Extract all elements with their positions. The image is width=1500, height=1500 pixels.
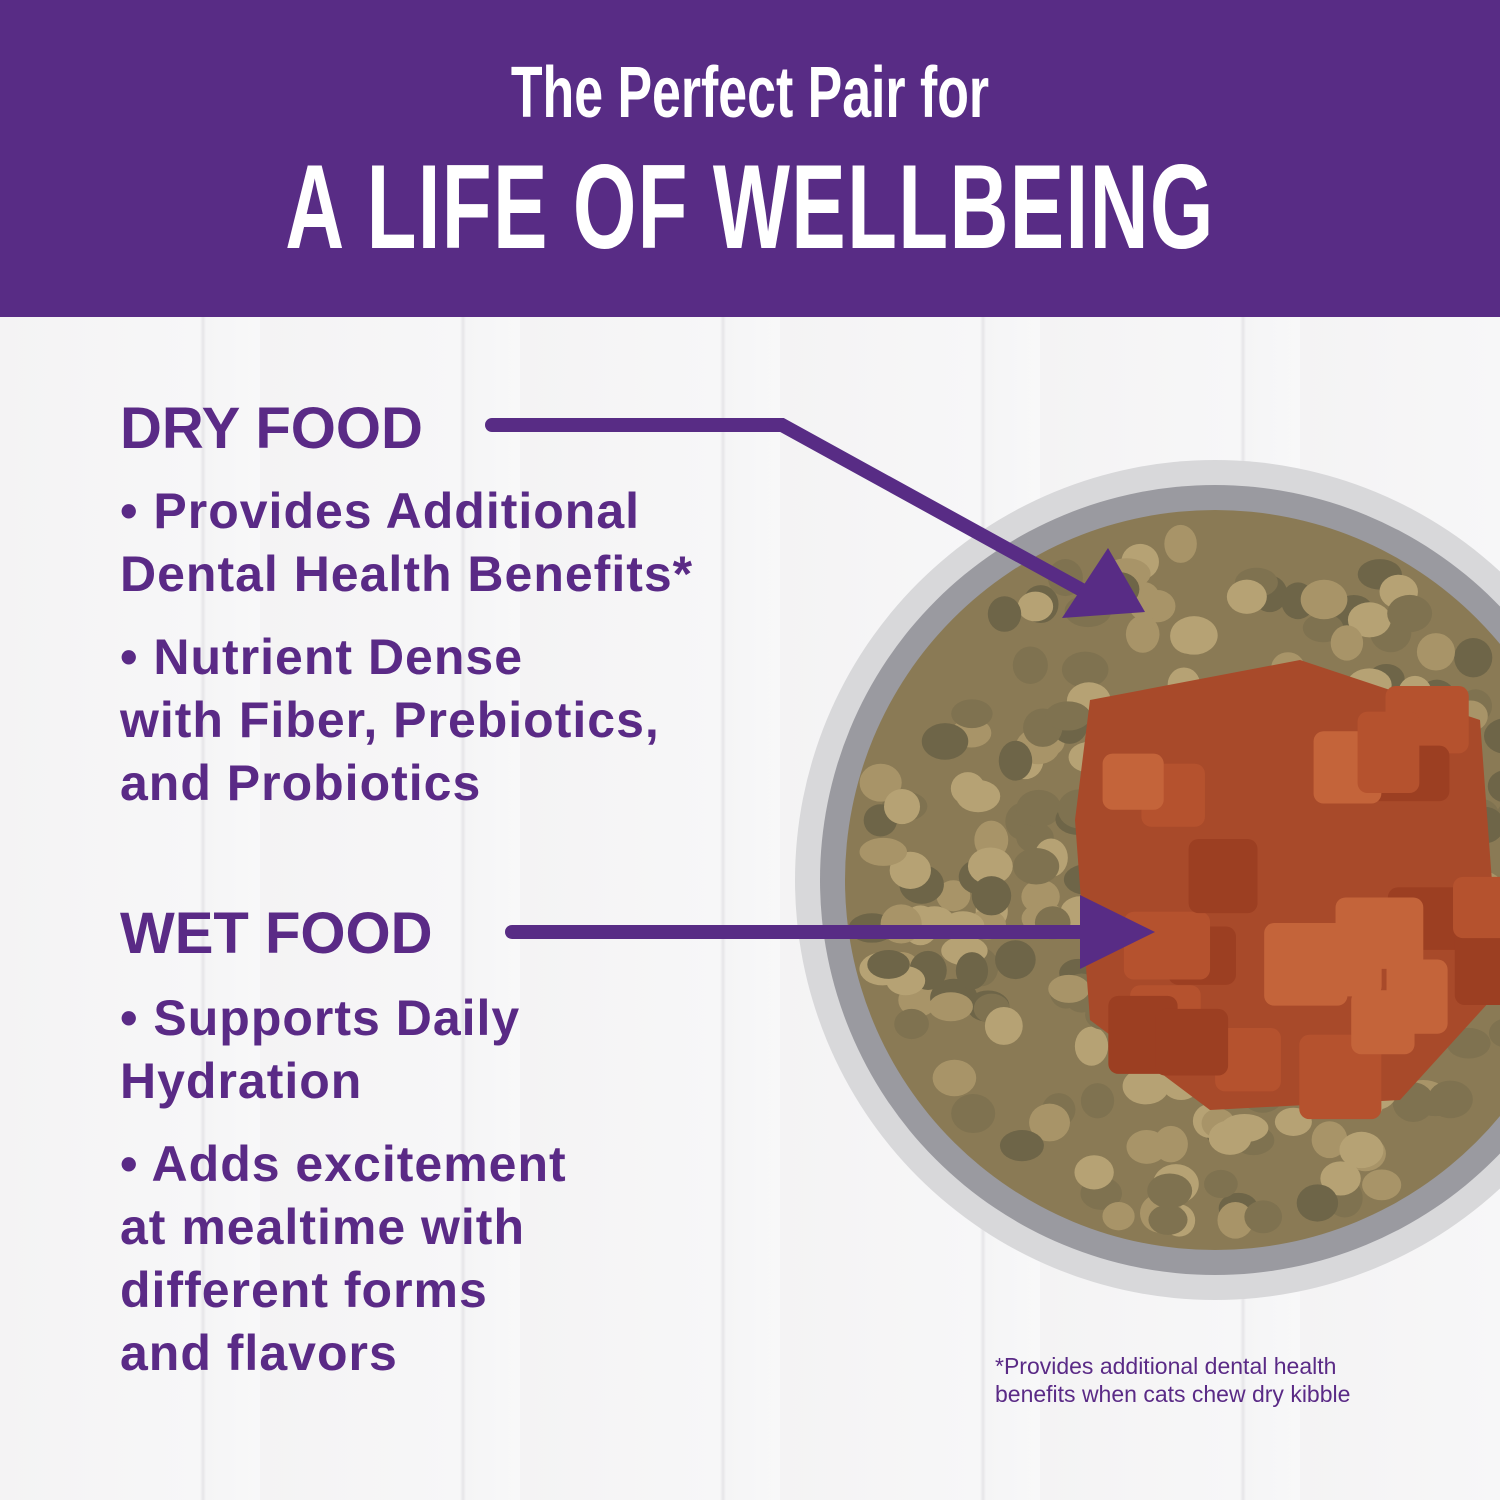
dry-food-arrow [485,418,1107,607]
header-banner: The Perfect Pair for A LIFE OF WELLBEING [0,0,1500,317]
kibble-piece [859,763,902,802]
kibble-piece [1320,1161,1361,1196]
wet-food-chunk [1102,753,1164,810]
kibble-piece [932,1059,977,1097]
kibble-piece [1296,1184,1339,1222]
kibble-piece [956,780,1001,813]
dry-bullet-2: • Nutrient Dense with Fiber, Prebiotics,… [120,626,660,815]
kibble-piece [936,880,971,912]
footnote: *Provides additional dental health benef… [995,1352,1350,1408]
kibble-piece [951,1093,996,1134]
kibble-piece [883,789,921,825]
wet-food-chunk [1123,911,1211,980]
kibble-piece [1147,1173,1193,1209]
kibble-piece [984,1006,1023,1045]
line: • Supports Daily [120,990,521,1046]
kibble-piece [1102,1202,1135,1231]
dry-bullet-1: • Provides Additional Dental Health Bene… [120,480,693,606]
kibble-piece [1244,1200,1283,1234]
kibble-piece [955,952,989,990]
kibble-piece [1017,591,1054,622]
kibble-piece [1045,701,1091,731]
wet-bullet-1: • Supports Daily Hydration [120,987,520,1113]
wet-food-chunk [1155,1008,1229,1076]
header-subtitle: The Perfect Pair for [510,53,990,133]
line: and flavors [120,1325,398,1381]
kibble-piece [1013,847,1060,885]
kibble-piece [951,699,993,729]
header-title: A LIFE OF WELLBEING [285,140,1215,274]
footnote-line: *Provides additional dental health [995,1353,1337,1379]
kibble-piece [1122,1068,1170,1105]
kibble-piece [1170,616,1218,655]
line: • Provides Additional [120,483,641,539]
kibble-piece [859,837,907,866]
line: and Probiotics [120,755,482,811]
wet-food-chunk [1351,990,1415,1055]
kibble-piece [1362,1169,1402,1201]
kibble-piece [1080,1083,1115,1119]
wet-food-chunk [1299,1034,1382,1120]
kibble-piece [1029,1103,1071,1142]
kibble-piece [1016,789,1062,827]
kibble-piece [928,992,973,1022]
kibble-piece [1454,637,1493,678]
kibble-piece [999,1130,1044,1162]
kibble-piece [1164,524,1197,563]
kibble-piece [1487,770,1500,802]
line: at mealtime with [120,1199,525,1255]
line: Dental Health Benefits* [120,546,694,602]
wet-food-chunk [1454,927,1500,1006]
kibble-piece [1125,615,1160,653]
kibble-piece [1387,594,1433,633]
line: Hydration [120,1053,363,1109]
kibble-piece [894,1008,929,1040]
wet-bullet-2: • Adds excitement at mealtime with diffe… [120,1133,567,1385]
kibble-piece [1330,625,1364,661]
line: different forms [120,1262,488,1318]
kibble-piece [921,723,969,760]
wet-food-chunk [1215,1028,1281,1092]
kibble-piece [1311,1121,1348,1159]
kibble-piece [971,876,1012,916]
footnote-line: benefits when cats chew dry kibble [995,1381,1351,1407]
kibble-piece [1483,718,1500,754]
kibble-piece [1226,579,1267,614]
kibble-piece [1217,1201,1254,1239]
kibble-piece [1339,1131,1384,1169]
kibble-piece [967,847,1013,885]
kibble-piece [1220,1113,1269,1143]
wet-food-chunk [1357,711,1420,794]
kibble-piece [1061,651,1109,688]
kibble-piece [1204,1169,1238,1199]
kibble-piece [1416,633,1456,671]
line: • Adds excitement [120,1136,567,1192]
wet-food-chunk [1188,838,1258,914]
wet-food-chunk [1453,876,1500,939]
kibble-piece [1048,974,1090,1003]
kibble-piece [1074,1026,1109,1066]
kibble-piece [1148,1204,1188,1235]
kibble-piece [867,950,910,979]
wet-food-heading: WET FOOD [120,901,433,966]
kibble-piece [1347,602,1391,638]
wet-food-chunk [1318,930,1382,997]
line: • Nutrient Dense [120,629,524,685]
kibble-piece [1489,1019,1500,1047]
kibble-piece [987,596,1022,632]
kibble-piece [1126,1129,1168,1164]
line: with Fiber, Prebiotics, [120,692,660,748]
kibble-piece [1427,1080,1473,1119]
dry-food-heading: DRY FOOD [120,396,423,461]
kibble-piece [995,940,1036,980]
kibble-piece [1074,1155,1114,1190]
kibble-piece [998,740,1033,781]
kibble-piece [1300,579,1348,620]
kibble-piece [1012,646,1048,684]
